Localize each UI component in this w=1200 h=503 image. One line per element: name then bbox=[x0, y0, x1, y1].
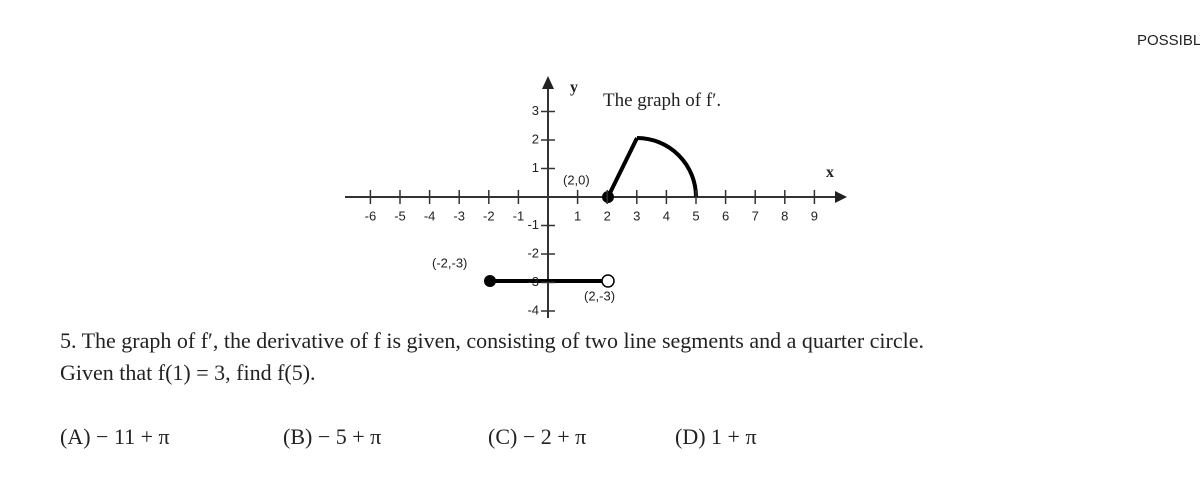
x-tick-label: -3 bbox=[453, 208, 465, 223]
content: POSSIBLE y x The graph of f′. (2,0) (-2,… bbox=[60, 32, 1200, 449]
x-tick-label: 7 bbox=[752, 208, 759, 223]
corner-label: POSSIBLE bbox=[1137, 32, 1200, 49]
x-axis-label: x bbox=[826, 164, 834, 181]
y-tick-label: -3 bbox=[527, 274, 539, 289]
y-tick-label: -1 bbox=[527, 217, 539, 232]
choice: (A) − 11 + π bbox=[60, 424, 170, 449]
open-point bbox=[601, 274, 615, 288]
quarter-circle bbox=[636, 136, 698, 198]
x-tick-label: 4 bbox=[663, 208, 670, 223]
point-label: (-2,-3) bbox=[432, 255, 467, 270]
x-arrow bbox=[835, 191, 847, 203]
y-tick-label: 1 bbox=[532, 160, 539, 175]
x-tick-label: 6 bbox=[722, 208, 729, 223]
y-tick-label: 3 bbox=[532, 103, 539, 118]
closed-point bbox=[602, 191, 614, 203]
y-tick-label: -4 bbox=[527, 302, 539, 317]
x-tick-label: -1 bbox=[513, 208, 525, 223]
x-tick-label: -2 bbox=[483, 208, 495, 223]
y-tick-label: -2 bbox=[527, 245, 539, 260]
y-tick-label: 2 bbox=[532, 131, 539, 146]
x-tick-label: 8 bbox=[781, 208, 788, 223]
y-axis-label: y bbox=[570, 79, 578, 96]
choice: (D) 1 + π bbox=[675, 424, 757, 449]
x-tick-label: 9 bbox=[811, 208, 818, 223]
graph-title: The graph of f′. bbox=[603, 90, 721, 111]
question-line: 5. The graph of f′, the derivative of f … bbox=[60, 328, 924, 353]
closed-point bbox=[484, 275, 496, 287]
x-tick-label: 2 bbox=[604, 208, 611, 223]
point-label: (2,0) bbox=[563, 172, 590, 187]
choice: (C) − 2 + π bbox=[488, 424, 586, 449]
x-tick-label: 3 bbox=[633, 208, 640, 223]
choice: (B) − 5 + π bbox=[283, 424, 381, 449]
y-arrow bbox=[542, 76, 554, 89]
x-tick-label: 1 bbox=[574, 208, 581, 223]
line-segment bbox=[606, 137, 639, 198]
x-tick-label: -5 bbox=[394, 208, 406, 223]
point-label: (2,-3) bbox=[584, 288, 615, 303]
x-tick-label: 5 bbox=[692, 208, 699, 223]
graph: y x The graph of f′. (2,0) (-2,-3) (2,-3… bbox=[345, 76, 847, 318]
x-tick-label: -4 bbox=[424, 208, 436, 223]
x-tick-label: -6 bbox=[365, 208, 377, 223]
question-line: Given that f(1) = 3, find f(5). bbox=[60, 360, 316, 385]
